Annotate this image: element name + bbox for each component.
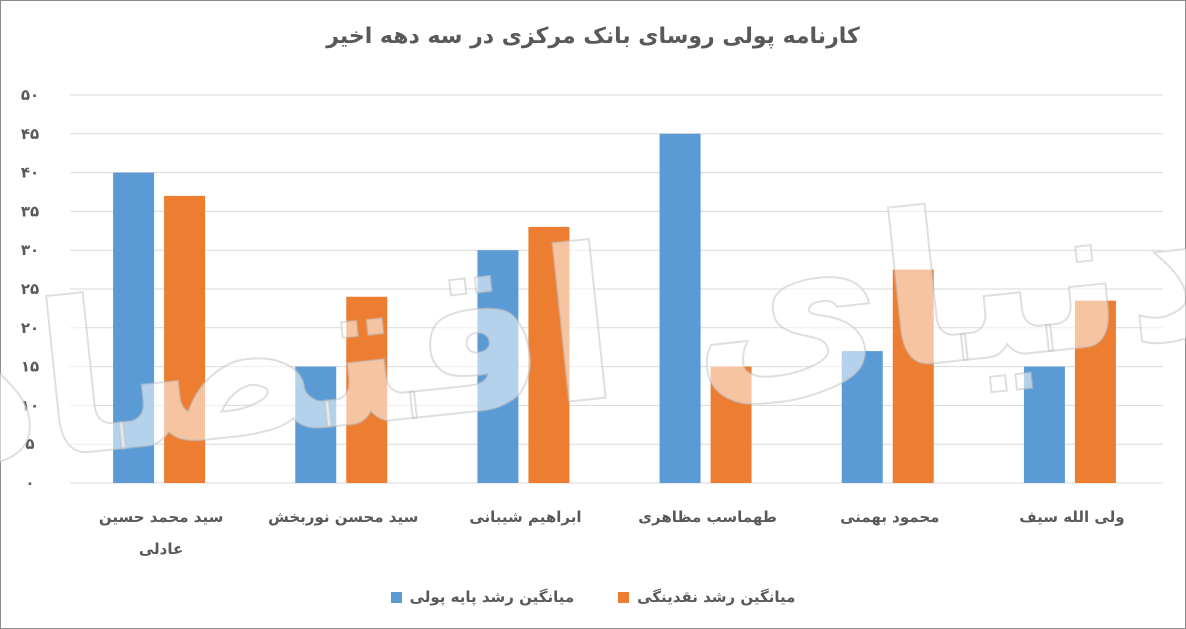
- legend-label-series-2: میانگین رشد نقدینگی: [637, 588, 796, 606]
- x-category-label: محمود بهمنی: [840, 508, 939, 526]
- y-tick-label: ۱۵: [21, 358, 39, 376]
- bar-series-2: [164, 195, 206, 483]
- bar-series-1: [113, 172, 155, 483]
- y-tick-label: ۴۵: [21, 125, 39, 143]
- bar-series-1: [477, 250, 519, 483]
- bar-series-2: [710, 366, 752, 483]
- bar-series-2: [892, 269, 934, 483]
- x-category-label: ولی الله سیف: [1019, 508, 1124, 526]
- legend-swatch-series-1: [390, 591, 402, 603]
- bar-series-1: [1023, 366, 1065, 483]
- bar-series-1: [295, 366, 337, 483]
- y-tick-label: ۵: [25, 435, 34, 453]
- legend-item-series-2: میانگین رشد نقدینگی: [618, 588, 795, 606]
- legend-label-series-1: میانگین رشد پایه پولی: [409, 588, 575, 606]
- x-category-label: ابراهیم شیبانی: [469, 508, 581, 526]
- x-category-label: سید محسن نوربخش: [268, 508, 418, 526]
- legend-item-series-1: میانگین رشد پایه پولی: [390, 588, 575, 606]
- watermark-logo: دنیای اقتصاد: [0, 137, 1186, 517]
- legend-swatch-series-2: [618, 591, 630, 603]
- y-tick-label: ۳۵: [21, 202, 39, 220]
- y-tick-label: ۲۰: [21, 319, 39, 337]
- x-category-label: طهماسب مظاهری: [638, 508, 777, 526]
- x-category-label: عادلی: [139, 540, 183, 558]
- y-tick-label: ۴۰: [21, 164, 39, 182]
- y-tick-label: ۳۰: [21, 241, 39, 259]
- bar-series-2: [528, 226, 570, 484]
- bar-series-2: [1074, 300, 1116, 483]
- bar-series-2: [346, 296, 388, 483]
- y-tick-label: ۱۰: [21, 396, 39, 414]
- chart-legend: میانگین رشد پایه پولی میانگین رشد نقدینگ…: [0, 588, 1186, 606]
- y-tick-label: ۲۵: [21, 280, 39, 298]
- x-category-label: سید محمد حسین: [99, 508, 224, 526]
- y-tick-label: ۰: [25, 474, 34, 492]
- y-tick-label: ۵۰: [21, 86, 39, 104]
- chart-title: کارنامه پولی روسای بانک مرکزی در سه دهه …: [326, 24, 860, 49]
- bar-series-1: [841, 351, 883, 483]
- bar-series-1: [659, 133, 701, 484]
